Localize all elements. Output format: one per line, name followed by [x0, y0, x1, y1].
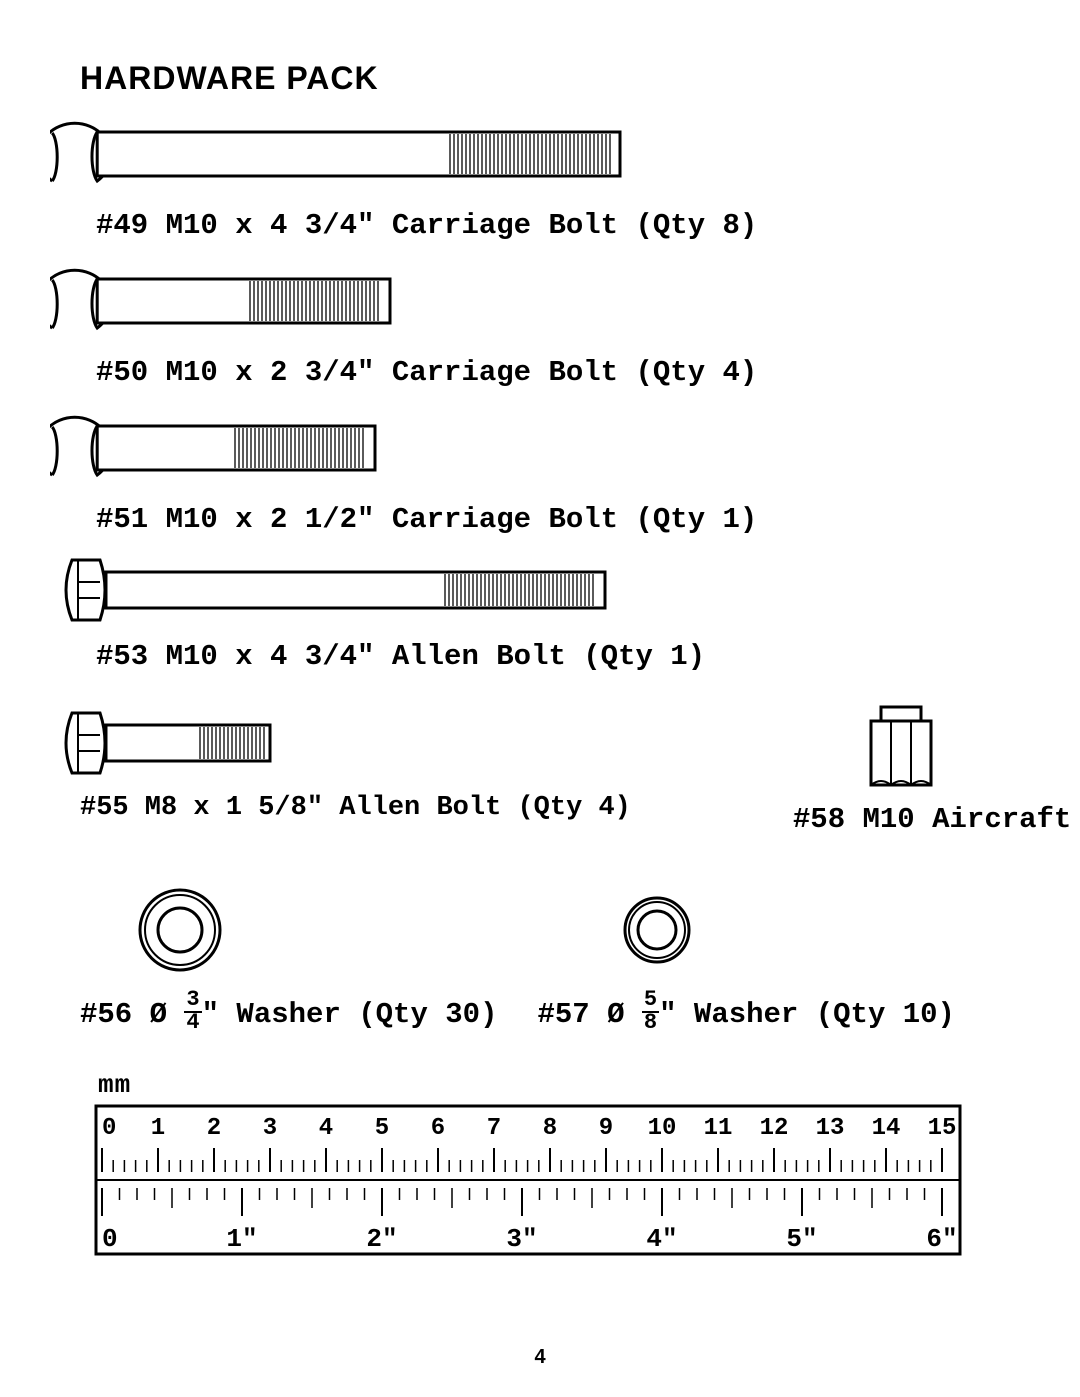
svg-text:2: 2 [207, 1115, 221, 1142]
item-bolt53: #53 M10 x 4 3/4" Allen Bolt (Qty 1) [50, 550, 1010, 673]
svg-text:3": 3" [506, 1224, 537, 1254]
svg-text:4": 4" [646, 1224, 677, 1254]
washer-icon [587, 880, 727, 980]
svg-text:9: 9 [599, 1115, 613, 1142]
washer57-label: #57 Ø 58" Washer (Qty 10) [537, 990, 954, 1034]
svg-text:5": 5" [786, 1224, 817, 1254]
row-bolt55-nut58: #55 M8 x 1 5/8" Allen Bolt (Qty 4) #58 M… [50, 703, 1010, 850]
bolt50-label: #50 M10 x 2 3/4" Carriage Bolt (Qty 4) [96, 356, 1010, 389]
svg-text:7: 7 [487, 1115, 501, 1142]
svg-text:3: 3 [263, 1115, 277, 1142]
item-bolt49: #49 M10 x 4 3/4" Carriage Bolt (Qty 8) [50, 109, 1010, 242]
svg-text:8: 8 [543, 1115, 557, 1142]
washer-icon [110, 880, 250, 980]
svg-text:0: 0 [102, 1224, 118, 1254]
allen-bolt-icon [50, 550, 650, 630]
item-bolt55: #55 M8 x 1 5/8" Allen Bolt (Qty 4) [50, 703, 631, 850]
nut58-label: #58 M10 Aircraft Nut (Qty 14) [793, 803, 1080, 836]
svg-text:12: 12 [760, 1115, 789, 1142]
washer56-label: #56 Ø 34" Washer (Qty 30) [80, 990, 497, 1034]
svg-text:6": 6" [926, 1224, 957, 1254]
svg-text:4: 4 [319, 1115, 333, 1142]
item-nut58: #58 M10 Aircraft Nut (Qty 14) [751, 703, 1080, 850]
svg-text:5: 5 [375, 1115, 389, 1142]
svg-text:14: 14 [872, 1115, 901, 1142]
bolt49-label: #49 M10 x 4 3/4" Carriage Bolt (Qty 8) [96, 209, 1010, 242]
ruler-icon: 012345678910111213141501"2"3"4"5"6" [92, 1100, 972, 1260]
svg-text:11: 11 [704, 1115, 733, 1142]
svg-text:15: 15 [928, 1115, 957, 1142]
svg-text:1": 1" [226, 1224, 257, 1254]
row-washers: #56 Ø 34" Washer (Qty 30) #57 Ø 58" Wash… [50, 880, 1010, 1048]
svg-text:6: 6 [431, 1115, 445, 1142]
ruler-mm-label: mm [98, 1070, 1010, 1100]
item-bolt51: #51 M10 x 2 1/2" Carriage Bolt (Qty 1) [50, 403, 1010, 536]
carriage-bolt-icon [50, 109, 660, 199]
bolt55-label: #55 M8 x 1 5/8" Allen Bolt (Qty 4) [80, 793, 631, 823]
svg-text:10: 10 [648, 1115, 677, 1142]
item-washer56: #56 Ø 34" Washer (Qty 30) [50, 880, 497, 1048]
svg-text:1: 1 [151, 1115, 165, 1142]
nut-icon [841, 703, 961, 793]
ruler: mm 012345678910111213141501"2"3"4"5"6" [50, 1070, 1010, 1260]
carriage-bolt-icon [50, 403, 450, 493]
bolt53-label: #53 M10 x 4 3/4" Allen Bolt (Qty 1) [96, 640, 1010, 673]
carriage-bolt-icon [50, 256, 450, 346]
svg-text:2": 2" [366, 1224, 397, 1254]
item-bolt50: #50 M10 x 2 3/4" Carriage Bolt (Qty 4) [50, 256, 1010, 389]
page-number: 4 [0, 1346, 1080, 1369]
allen-bolt-icon [50, 703, 330, 783]
svg-text:0: 0 [102, 1115, 116, 1142]
bolt51-label: #51 M10 x 2 1/2" Carriage Bolt (Qty 1) [96, 503, 1010, 536]
page-title: HARDWARE PACK [80, 60, 1010, 97]
svg-text:13: 13 [816, 1115, 845, 1142]
item-washer57: #57 Ø 58" Washer (Qty 10) [507, 880, 954, 1048]
